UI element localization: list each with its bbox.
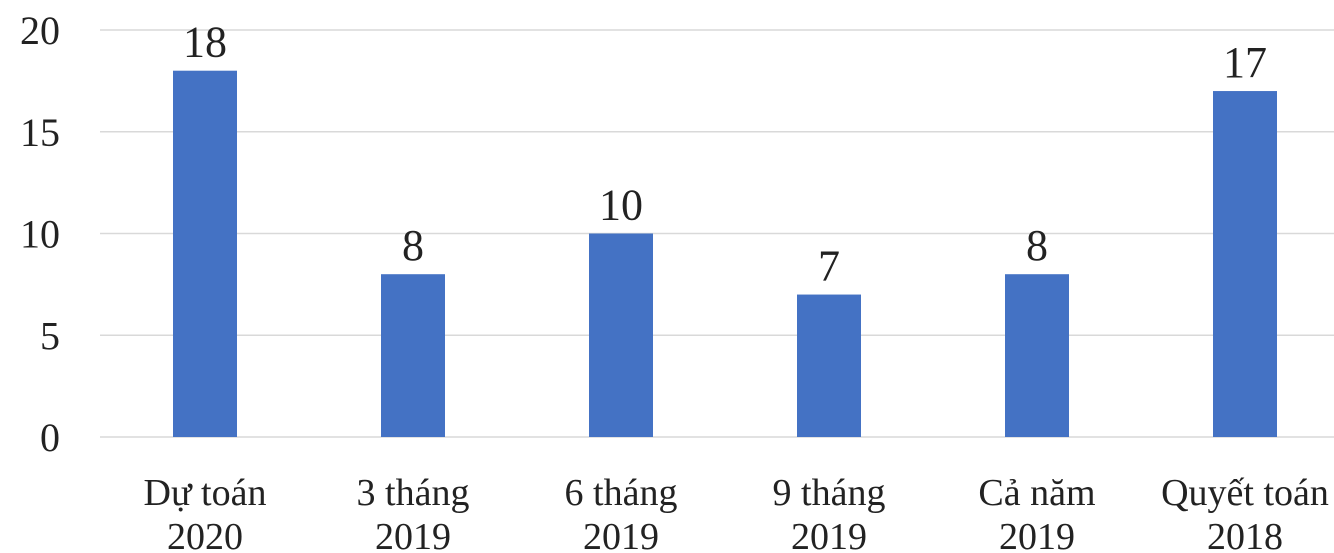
bar — [589, 233, 653, 437]
bar — [1213, 91, 1277, 438]
bar — [381, 274, 445, 437]
bar — [173, 70, 237, 437]
data-label: 18 — [183, 18, 227, 67]
category-label: Cả năm — [978, 472, 1095, 514]
data-label: 10 — [599, 181, 643, 230]
y-tick-label: 10 — [20, 212, 60, 257]
y-tick-label: 15 — [20, 110, 60, 155]
data-label: 7 — [818, 242, 840, 291]
bar — [797, 294, 861, 437]
data-label: 8 — [402, 221, 424, 270]
y-tick-label: 5 — [40, 313, 60, 358]
category-label: 2019 — [791, 516, 867, 553]
data-label: 17 — [1223, 38, 1267, 87]
category-label: 9 tháng — [773, 472, 886, 514]
category-label: 2018 — [1207, 516, 1283, 553]
y-axis-ticks: 0 5 10 15 20 — [20, 8, 60, 460]
category-label: 2019 — [583, 516, 659, 553]
category-label: 2020 — [167, 516, 243, 553]
y-tick-label: 20 — [20, 8, 60, 53]
category-label: 3 tháng — [357, 472, 470, 514]
data-labels: 18 8 10 7 8 17 — [183, 18, 1267, 291]
data-label: 8 — [1026, 221, 1048, 270]
category-label: Quyết toán — [1161, 472, 1329, 514]
category-label: 2019 — [999, 516, 1075, 553]
y-tick-label: 0 — [40, 415, 60, 460]
category-label: 6 tháng — [565, 472, 678, 514]
bars — [173, 70, 1277, 438]
gridlines — [100, 29, 1334, 438]
bar — [1005, 274, 1069, 437]
category-label: Dự toán — [144, 472, 267, 514]
category-label: 2019 — [375, 516, 451, 553]
